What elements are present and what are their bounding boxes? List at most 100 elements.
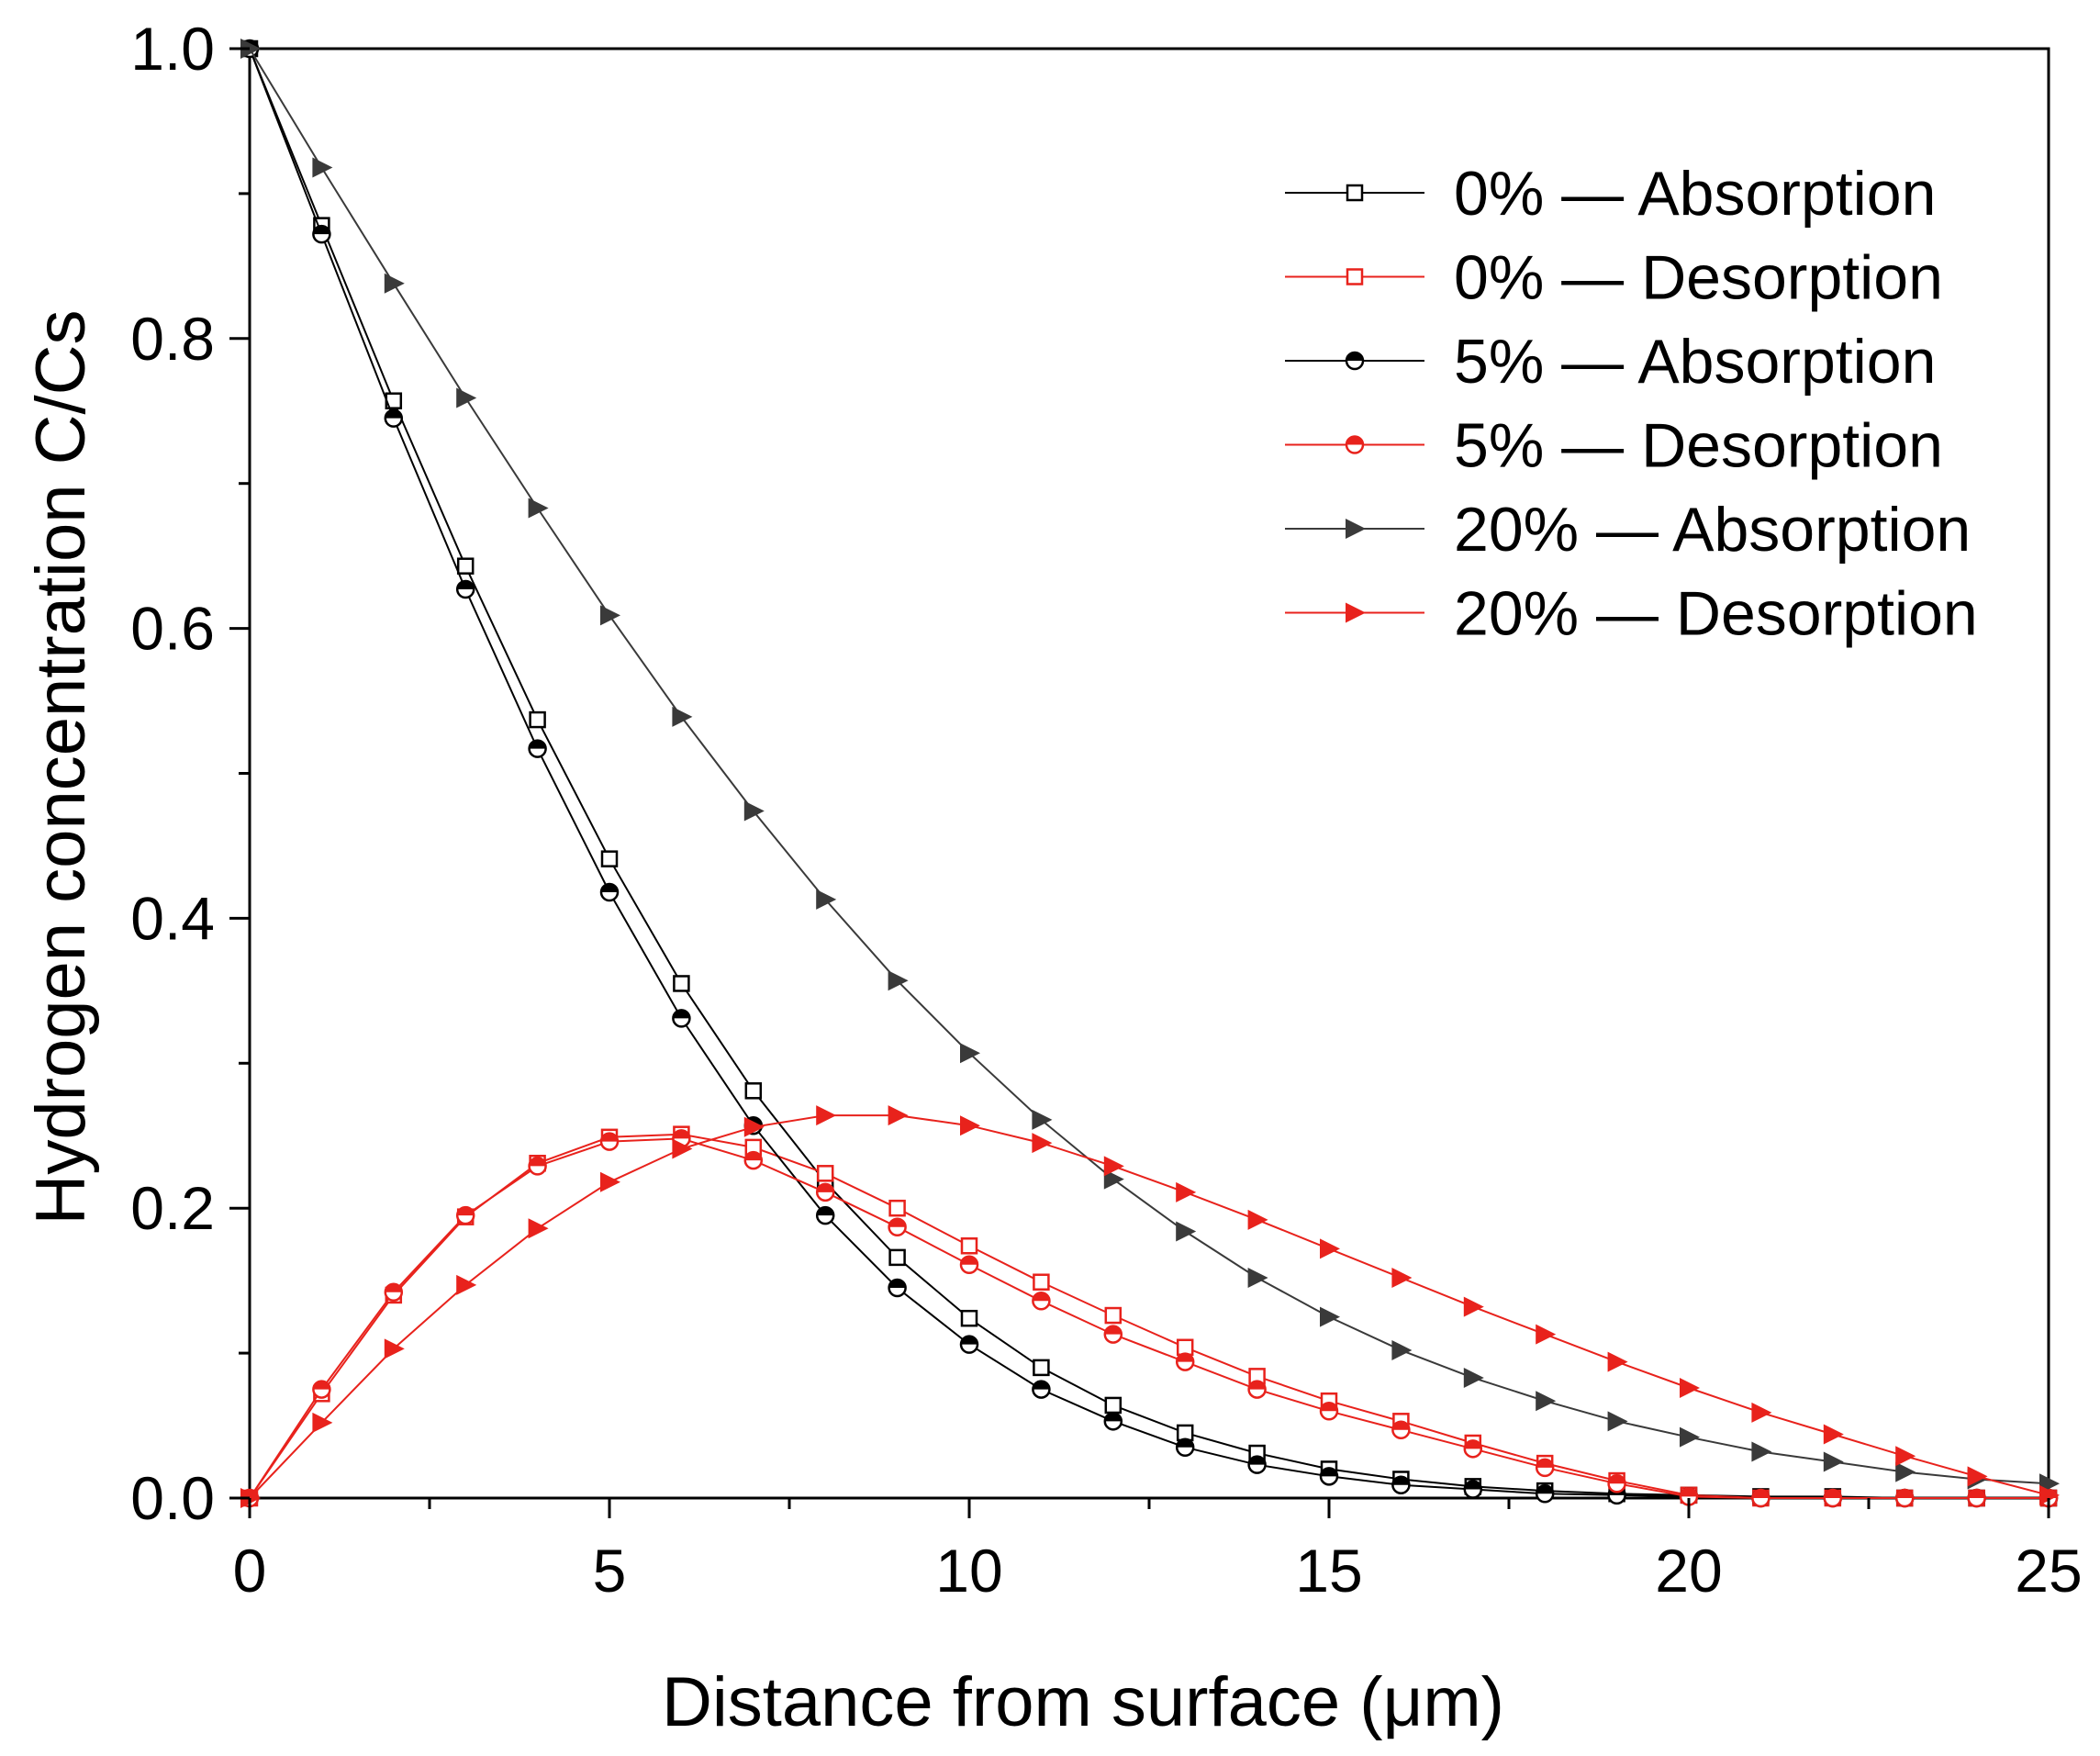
marker-circle-fill [1321,1468,1337,1477]
marker-circle-fill [673,1130,690,1139]
data-point [1680,1426,1700,1448]
data-point [1176,1181,1197,1202]
data-point [1680,1377,1700,1398]
legend-marker [1346,184,1364,202]
data-point [743,800,765,822]
data-point [888,1199,906,1217]
data-point [1823,1488,1843,1508]
legend-marker [1345,435,1365,454]
series-3 [240,1129,2059,1508]
data-point [312,157,333,178]
marker-circle-fill [313,226,330,235]
marker-circle-fill [457,1207,475,1216]
data-point [384,1282,404,1303]
marker-circle-fill [601,883,618,892]
data-point [600,850,619,867]
y-tick-label: 1.0 [130,15,215,83]
axes-layer: 0 5 10 15 20 25 0.0 0.2 0.4 0.6 0.8 1.0 [130,15,2082,1605]
marker-circle-fill [1536,1459,1554,1468]
data-point [528,498,549,519]
data-point [1104,1396,1123,1415]
data-point [1823,1451,1844,1472]
data-point [456,1274,477,1295]
marker-circle-fill [1033,1292,1050,1302]
marker-circle-fill [1104,1325,1122,1335]
data-point [1103,1325,1123,1344]
legend-marker [1346,602,1366,623]
x-tick-label: 10 [935,1537,1002,1605]
data-point [1751,1402,1772,1423]
x-tick-label: 25 [2015,1537,2082,1605]
data-point [600,605,620,626]
data-point [1823,1424,1844,1445]
data-point [1032,1292,1051,1311]
data-point [959,1335,979,1354]
data-point [1103,1156,1124,1177]
data-point [816,1165,834,1182]
data-point [1247,1209,1268,1230]
data-point [1535,1484,1555,1504]
y-tick-label: 0.4 [130,884,215,952]
marker-circle-fill [1177,1438,1194,1448]
data-point [816,1105,837,1126]
marker-circle-fill [1536,1485,1554,1494]
data-point [1247,1267,1268,1288]
data-point [815,1182,835,1202]
data-point [744,1082,763,1100]
data-point [455,579,475,599]
data-point [456,557,475,575]
data-point [1536,1324,1557,1345]
data-point [384,408,404,428]
data-point [1463,1439,1483,1459]
data-point [1247,1380,1267,1399]
marker-circle-fill [888,1280,906,1289]
marker-circle-fill [1608,1475,1625,1484]
data-point [312,1380,331,1399]
legend-marker [1346,268,1364,285]
marker-circle-fill [1968,1490,1985,1498]
y-tick-label: 0.0 [130,1464,215,1532]
data-point [1607,1351,1628,1372]
data-point [528,1157,547,1176]
marker-circle-fill [888,1218,906,1227]
x-tick-label: 5 [593,1537,627,1605]
marker-circle-fill [1177,1353,1194,1362]
data-point [1320,1238,1340,1259]
data-point [384,1338,405,1359]
x-tick-label: 15 [1295,1537,1362,1605]
data-point [1607,1411,1628,1432]
data-point [1894,1488,1915,1508]
y-tick-label: 0.2 [130,1174,215,1242]
marker-circle-fill [1346,436,1363,445]
legend-label: 20% — Absorption [1454,495,1971,565]
legend: 0% — Absorption 0% — Desorption 5% — Absor… [1285,159,1978,649]
data-point [1319,1467,1339,1486]
marker-circle-fill [1752,1490,1770,1498]
data-point [960,1309,978,1327]
series-line [249,1114,2050,1499]
series-line [249,48,2050,1485]
legend-entry: 5% — Absorption [1285,327,1936,397]
data-point [240,39,261,59]
data-point [1751,1441,1772,1462]
marker-circle-fill [1104,1413,1122,1422]
data-point [1751,1488,1770,1508]
marker-circle-fill [744,1152,762,1161]
data-point [743,1150,764,1170]
marker-circle-fill [313,1381,330,1390]
data-point [312,1412,333,1433]
data-point [528,739,547,758]
marker-circle-fill [961,1336,977,1345]
marker-circle-fill [1392,1476,1410,1485]
x-axis-title: Distance from surface (μm) [662,1663,1504,1741]
marker-circle-fill [529,740,546,749]
data-point [1103,1169,1124,1190]
data-point [1895,1461,1916,1482]
marker-circle-fill [1248,1381,1266,1390]
data-point [1391,1339,1413,1360]
legend-label: 0% — Absorption [1454,159,1936,229]
marker-circle-fill [817,1207,834,1216]
data-point [1536,1391,1557,1412]
data-point [1104,1306,1123,1325]
data-point [743,1116,765,1137]
